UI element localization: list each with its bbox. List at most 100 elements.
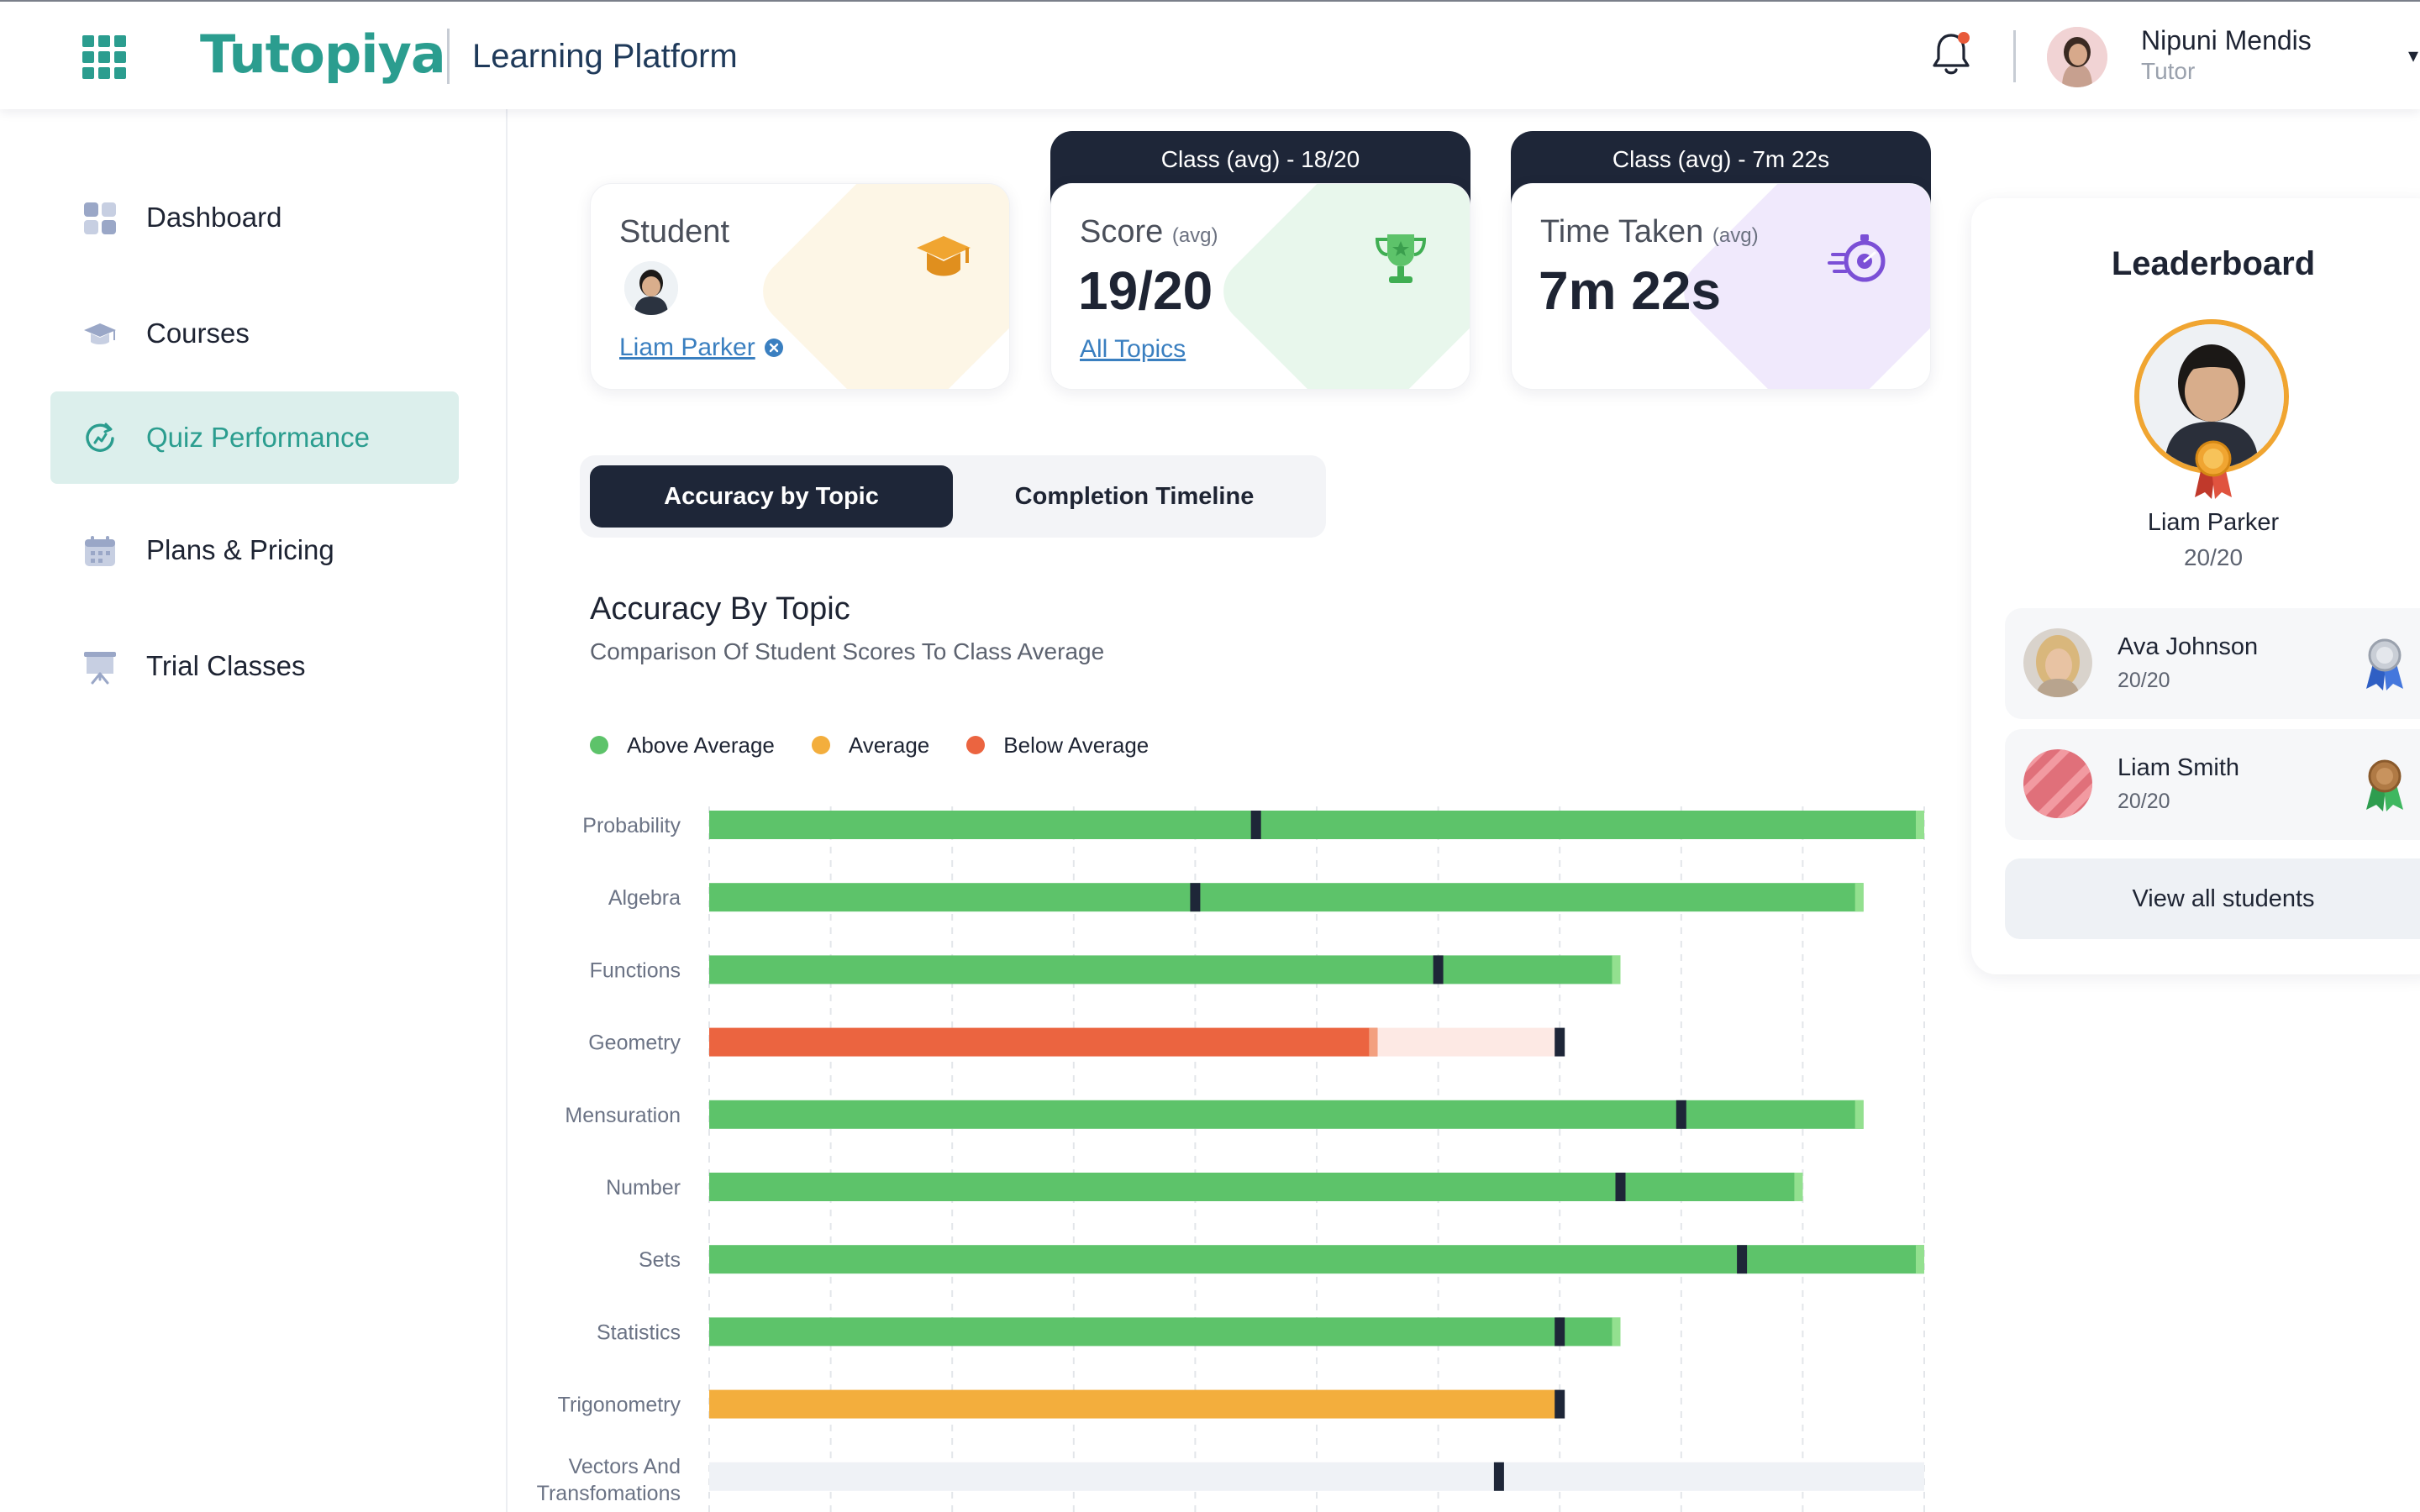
class-average-marker [1676, 1100, 1686, 1129]
class-average-marker [1250, 811, 1261, 839]
time-title-suffix: (avg) [1712, 224, 1759, 247]
top-header: Tutopiya Learning Platform Nipuni Mendis… [0, 0, 2420, 109]
legend-dot [966, 736, 986, 754]
chevron-down-icon[interactable]: ▾ [2408, 45, 2419, 67]
chart-title: Accuracy By Topic [590, 591, 850, 627]
class-average-marker [1737, 1245, 1748, 1274]
stopwatch-icon [1828, 234, 1886, 282]
apps-grid-icon[interactable] [82, 35, 126, 79]
student-score-bar [709, 1245, 1924, 1274]
student-score-bar [709, 1100, 1864, 1129]
score-card-body: Score (avg) 19/20 All Topics [1050, 183, 1470, 390]
top-student-name: Liam Parker [2147, 509, 2280, 536]
score-card-title: Score (avg) [1080, 214, 1218, 250]
sidebar-item-quiz-performance[interactable]: Quiz Performance [50, 391, 459, 484]
header-divider [447, 29, 450, 84]
tab-completion-timeline[interactable]: Completion Timeline [1014, 483, 1255, 510]
student-avatar [2023, 628, 2092, 697]
student-avatar [624, 261, 678, 315]
sidebar-item-label: Courses [146, 318, 250, 349]
bar-end-cap [1612, 1317, 1621, 1347]
notification-dot [1958, 32, 1970, 44]
bar-end-cap [1916, 811, 1924, 839]
all-topics-link[interactable]: All Topics [1080, 335, 1186, 363]
category-label: Mensuration [565, 1104, 681, 1127]
chart-subtitle: Comparison Of Student Scores To Class Av… [590, 638, 1105, 664]
student-score: 20/20 [2118, 790, 2170, 813]
category-label: Geometry [588, 1032, 681, 1055]
leaderboard-panel: Leaderboard Liam Parker 20/20 [1971, 198, 2420, 974]
user-name: Nipuni Mendis [2141, 25, 2312, 55]
legend-item-below-average: Below Average [966, 732, 1149, 759]
gold-medal-icon [2195, 440, 2232, 499]
category-label: Algebra [608, 886, 681, 910]
sidebar-item-dashboard[interactable]: Dashboard [50, 171, 459, 264]
student-card-title: Student [619, 214, 729, 249]
bar-end-cap [1369, 1027, 1378, 1057]
sidebar-item-label: Plans & Pricing [146, 534, 334, 565]
sidebar-item-label: Dashboard [146, 202, 282, 233]
trophy-icon [1375, 234, 1427, 283]
score-title-text: Score [1080, 214, 1164, 249]
user-role: Tutor [2141, 58, 2196, 84]
legend-label: Average [848, 732, 930, 758]
class-average-marker [1493, 1462, 1504, 1491]
student-score-bar [709, 1173, 1803, 1201]
close-circle-icon[interactable] [764, 338, 784, 358]
student-score-bar [709, 1389, 1560, 1419]
legend-dot [590, 736, 608, 754]
empty-track-bar [709, 1462, 1924, 1491]
tab-accuracy-by-topic[interactable]: Accuracy by Topic [590, 465, 953, 528]
time-card: Class (avg) - 7m 22s Time Taken (avg) 7m… [1511, 131, 1931, 390]
bar-end-cap [1916, 1245, 1924, 1274]
user-avatar[interactable] [2047, 27, 2107, 87]
graduation-cap-icon [84, 323, 116, 344]
student-link-text[interactable]: Liam Parker [619, 333, 755, 361]
sidebar-item-courses[interactable]: Courses [50, 287, 459, 380]
student-avatar [2023, 749, 2092, 818]
sidebar-item-plans-pricing[interactable]: Plans & Pricing [50, 504, 459, 596]
student-name: Liam Smith [2118, 754, 2240, 781]
sidebar-item-label: Trial Classes [146, 650, 306, 681]
class-average-marker [1555, 1027, 1565, 1057]
notification-bell-icon[interactable] [1931, 30, 1971, 77]
view-all-students-button[interactable]: View all students [2005, 858, 2420, 939]
student-score-bar [709, 883, 1864, 912]
leaderboard-row[interactable]: Ava Johnson 20/20 [2005, 608, 2420, 719]
score-value: 19/20 [1078, 260, 1213, 321]
sidebar-item-trial-classes[interactable]: Trial Classes [50, 620, 459, 712]
bar-end-cap [1854, 883, 1864, 912]
class-average-marker [1433, 955, 1444, 984]
category-label: Probability [582, 814, 681, 837]
refresh-chart-icon [86, 423, 114, 452]
student-score: 20/20 [2118, 669, 2170, 692]
legend-item-above-average: Above Average [590, 732, 775, 759]
student-score-bar [709, 1317, 1621, 1347]
student-card: Student Liam Parker [590, 131, 1010, 390]
legend-item-average: Average [811, 732, 930, 759]
category-label: Trigonometry [558, 1394, 681, 1417]
time-card-title: Time Taken (avg) [1540, 214, 1759, 250]
category-label: Sets [639, 1248, 681, 1272]
class-average-marker [1190, 883, 1201, 912]
presentation-board-icon [84, 652, 116, 685]
time-title-text: Time Taken [1540, 214, 1704, 249]
graduation-cap-icon [917, 236, 971, 276]
class-average-marker [1555, 1317, 1565, 1347]
student-name-link[interactable]: Liam Parker [619, 333, 784, 362]
header-divider [2013, 30, 2016, 82]
silver-medal-icon [2366, 638, 2403, 690]
leaderboard-title: Leaderboard [2111, 245, 2316, 282]
category-label: Functions [590, 958, 681, 982]
tutopiya-logo[interactable]: Tutopiya [200, 20, 446, 87]
class-average-marker [1615, 1173, 1626, 1201]
legend-label: Above Average [627, 732, 775, 758]
view-tabs: Accuracy by Topic Completion Timeline [580, 455, 1326, 538]
bar-end-cap [1612, 955, 1621, 984]
calendar-icon [85, 536, 115, 566]
app-title: Learning Platform [472, 38, 738, 75]
category-label: Number [606, 1176, 681, 1200]
leaderboard-row[interactable]: Liam Smith 20/20 [2005, 729, 2420, 840]
class-average-marker [1555, 1389, 1565, 1419]
